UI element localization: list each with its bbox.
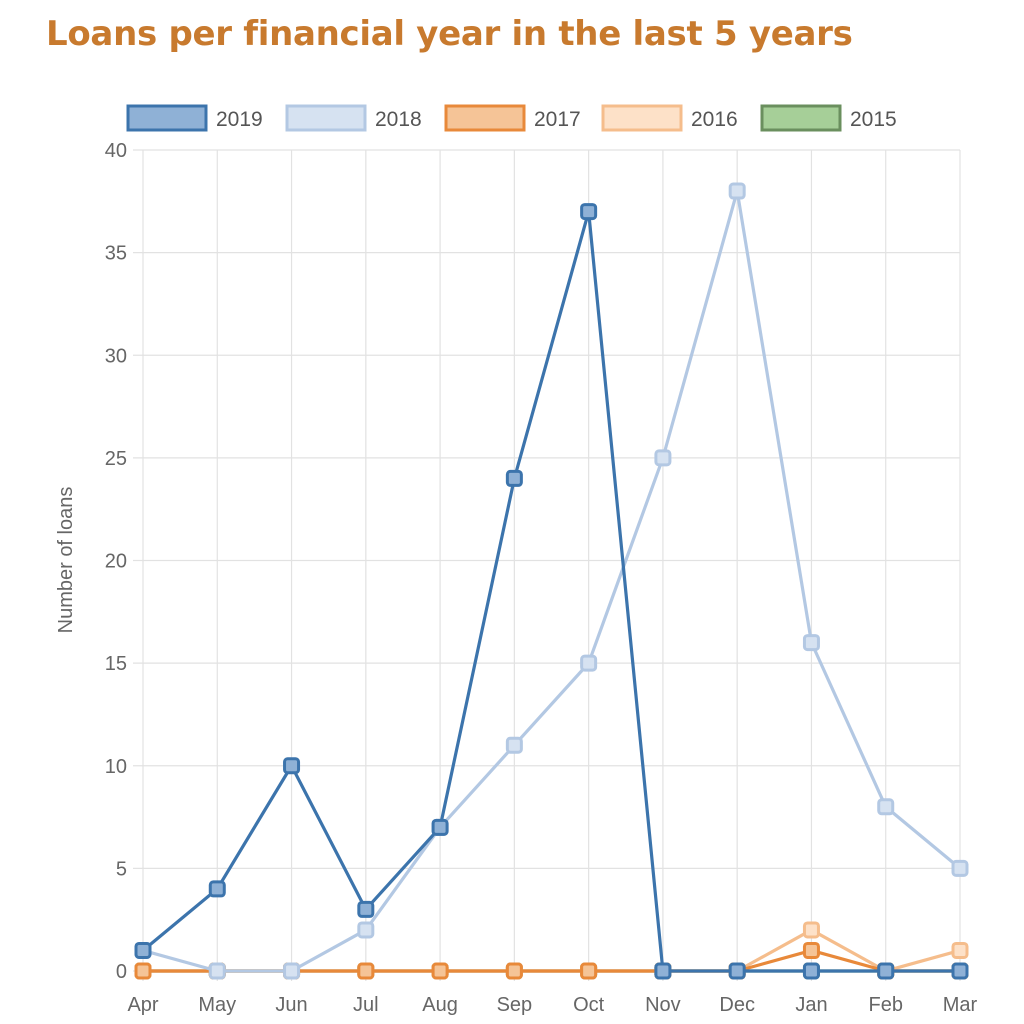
x-tick-label: Feb — [868, 994, 902, 1016]
series-2019 — [134, 203, 969, 980]
x-tick-label: Mar — [943, 994, 978, 1016]
y-tick-label: 5 — [116, 858, 127, 880]
x-tick-label: Apr — [127, 994, 158, 1016]
legend-label: 2018 — [375, 108, 422, 131]
y-tick-label: 15 — [105, 653, 127, 675]
x-tick-label: Aug — [422, 994, 458, 1016]
x-tick-label: Jan — [795, 994, 827, 1016]
legend-swatch — [444, 104, 526, 132]
series-layer — [134, 182, 969, 980]
legend-item-2018[interactable]: 2018 — [285, 104, 422, 132]
data-point[interactable] — [951, 859, 969, 877]
data-point[interactable] — [728, 182, 746, 200]
series-2018 — [134, 182, 969, 980]
series-line — [141, 209, 960, 973]
axes: 0 5 10 15 20 25 30 35 40 Apr May Jun Jul Aug Sep Oct Nov… — [105, 140, 978, 1016]
y-tick-label: 30 — [105, 345, 127, 367]
data-point[interactable] — [505, 962, 523, 980]
x-tick-label: Jul — [353, 994, 379, 1016]
y-tick-label: 0 — [116, 961, 127, 983]
x-tick-label: Dec — [719, 994, 755, 1016]
series-line — [143, 928, 961, 973]
y-tick-label: 20 — [105, 551, 127, 573]
data-point[interactable] — [134, 962, 152, 980]
data-point[interactable] — [208, 880, 226, 898]
legend-label: 2017 — [534, 108, 581, 131]
data-point[interactable] — [431, 962, 449, 980]
data-point[interactable] — [802, 941, 820, 959]
legend-item-2015[interactable]: 2015 — [760, 104, 897, 132]
data-point[interactable] — [580, 654, 598, 672]
legend-item-2017[interactable]: 2017 — [444, 104, 581, 132]
x-tick-label: Jun — [275, 994, 307, 1016]
data-point[interactable] — [357, 921, 375, 939]
legend-label: 2016 — [691, 108, 738, 131]
y-tick-label: 40 — [105, 140, 127, 162]
data-point[interactable] — [357, 900, 375, 918]
y-tick-label: 25 — [105, 448, 127, 470]
data-point[interactable] — [283, 962, 301, 980]
legend: 2019 2018 2017 2016 2015 — [126, 104, 897, 132]
data-point[interactable] — [802, 634, 820, 652]
legend-label: 2019 — [216, 108, 263, 131]
legend-label: 2015 — [850, 108, 897, 131]
x-tick-label: Nov — [645, 994, 681, 1016]
series-line — [142, 189, 962, 973]
data-point[interactable] — [505, 469, 523, 487]
data-point[interactable] — [951, 941, 969, 959]
data-point[interactable] — [283, 757, 301, 775]
data-point[interactable] — [654, 449, 672, 467]
data-point[interactable] — [877, 798, 895, 816]
legend-swatch — [760, 104, 842, 132]
legend-item-2016[interactable]: 2016 — [601, 104, 738, 132]
data-point[interactable] — [134, 941, 152, 959]
chart-title: Loans per financial year in the last 5 y… — [46, 14, 853, 54]
y-tick-label: 35 — [105, 243, 127, 265]
y-tick-label: 10 — [105, 756, 127, 778]
data-point[interactable] — [802, 921, 820, 939]
data-point[interactable] — [802, 962, 820, 980]
series-line — [143, 948, 960, 973]
data-point[interactable] — [431, 818, 449, 836]
grid-lines — [133, 149, 961, 981]
data-point[interactable] — [580, 962, 598, 980]
data-point[interactable] — [580, 203, 598, 221]
x-tick-label: May — [198, 994, 236, 1016]
data-point[interactable] — [505, 736, 523, 754]
x-tick-label: Oct — [573, 994, 605, 1016]
legend-item-2019[interactable]: 2019 — [126, 104, 263, 132]
legend-swatch — [601, 104, 683, 132]
data-point[interactable] — [951, 962, 969, 980]
legend-swatch — [285, 104, 367, 132]
data-point[interactable] — [654, 962, 672, 980]
x-tick-label: Sep — [497, 994, 533, 1016]
data-point[interactable] — [357, 962, 375, 980]
legend-swatch — [126, 104, 208, 132]
data-point[interactable] — [877, 962, 895, 980]
data-point[interactable] — [728, 962, 746, 980]
data-point[interactable] — [208, 962, 226, 980]
y-axis-label: Number of loans — [55, 487, 77, 634]
